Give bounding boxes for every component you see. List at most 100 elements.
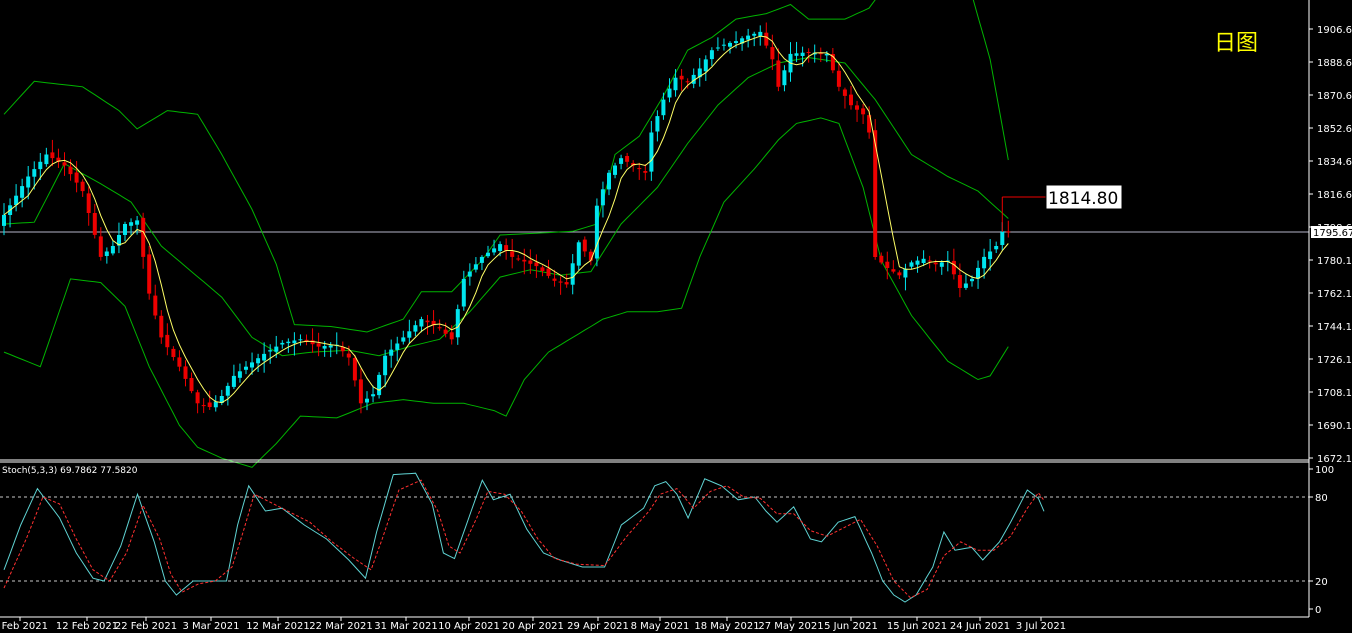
candle	[576, 240, 581, 271]
candle	[673, 69, 678, 97]
candle	[231, 364, 236, 389]
date-tick-label: 5 Jun 2021	[824, 621, 878, 632]
candle-body	[752, 33, 757, 36]
candle-body	[861, 108, 866, 115]
candle-body	[32, 169, 37, 177]
candle-body	[401, 337, 406, 342]
candle	[715, 37, 720, 51]
candle	[207, 390, 212, 410]
candle-body	[68, 166, 73, 175]
candle-body	[371, 394, 376, 397]
candle-body	[455, 309, 460, 338]
candle	[183, 360, 188, 387]
candle	[201, 398, 206, 414]
price-callout: 1814.80	[1045, 184, 1123, 210]
candle-body	[237, 371, 242, 378]
candle-body	[873, 130, 878, 257]
stochastic-tick-label: 100	[1315, 465, 1334, 476]
candle	[697, 58, 702, 87]
candle-body	[1000, 231, 1005, 245]
candle-body	[56, 157, 61, 162]
candle-body	[280, 342, 285, 345]
candle-body	[225, 385, 230, 396]
candle-body	[625, 156, 630, 162]
candle-body	[86, 193, 91, 213]
candle-body	[256, 358, 261, 364]
candle	[939, 260, 944, 275]
stochastic-tick-label: 80	[1315, 493, 1328, 504]
candle-body	[897, 272, 902, 276]
candle-body	[746, 35, 751, 40]
candle-body	[594, 205, 599, 259]
candle-body	[443, 329, 448, 334]
candle-body	[782, 70, 787, 86]
candle	[582, 236, 587, 257]
candle-body	[153, 295, 158, 316]
candle-body	[600, 189, 605, 206]
candle	[135, 215, 140, 235]
stochastic-tick-label: 20	[1315, 577, 1328, 588]
candle-body	[425, 320, 430, 323]
candle-body	[395, 343, 400, 350]
bollinger-band-lower	[3, 117, 1009, 468]
candle	[195, 389, 200, 414]
candle	[467, 263, 472, 286]
candle	[449, 325, 454, 345]
candle	[189, 372, 194, 394]
candle	[879, 252, 884, 265]
candle-body	[818, 53, 823, 55]
candle-body	[988, 251, 993, 260]
candle-body	[268, 350, 273, 352]
moving-average-line	[3, 35, 1009, 404]
candle-body	[104, 251, 109, 256]
candle	[740, 36, 745, 51]
price-tick-label: 1816.60	[1317, 190, 1352, 201]
candle	[758, 25, 763, 46]
candle	[607, 169, 611, 196]
candle	[691, 68, 696, 89]
candle	[479, 255, 484, 271]
candle-body	[201, 405, 206, 407]
candle-body	[667, 88, 672, 98]
candle-body	[189, 378, 194, 392]
candle-body	[970, 278, 974, 282]
candle-body	[274, 346, 279, 352]
candle	[849, 85, 853, 110]
candle	[171, 346, 176, 361]
candle-body	[244, 366, 248, 370]
candle	[419, 316, 424, 333]
candle-body	[92, 213, 97, 235]
candle-body	[540, 267, 545, 271]
candle	[655, 110, 660, 142]
candle	[377, 372, 382, 399]
candle-body	[510, 251, 515, 257]
candle	[437, 319, 442, 331]
candle	[473, 257, 478, 273]
candle	[250, 352, 254, 375]
date-tick-label: 29 Apr 2021	[567, 621, 629, 632]
candle-body	[770, 47, 775, 60]
candle	[594, 198, 599, 267]
candle-body	[14, 195, 19, 205]
bollinger-band-upper	[3, 0, 1009, 333]
candle	[552, 269, 557, 287]
candle-body	[885, 261, 890, 268]
candle-body	[576, 242, 581, 266]
candle-body	[123, 224, 127, 235]
candle	[92, 203, 97, 239]
candle-body	[951, 260, 956, 275]
candle	[225, 382, 230, 406]
candle	[546, 259, 551, 279]
candle-body	[231, 375, 236, 387]
candle-body	[927, 260, 932, 262]
candle-body	[994, 246, 999, 250]
price-tick-label: 1708.10	[1317, 388, 1352, 399]
candle-body	[909, 262, 914, 267]
candle	[667, 78, 672, 103]
candle-body	[213, 401, 218, 408]
candle-body	[117, 235, 121, 246]
candle-body	[44, 154, 49, 165]
candle	[310, 328, 315, 353]
candle-body	[461, 278, 466, 307]
